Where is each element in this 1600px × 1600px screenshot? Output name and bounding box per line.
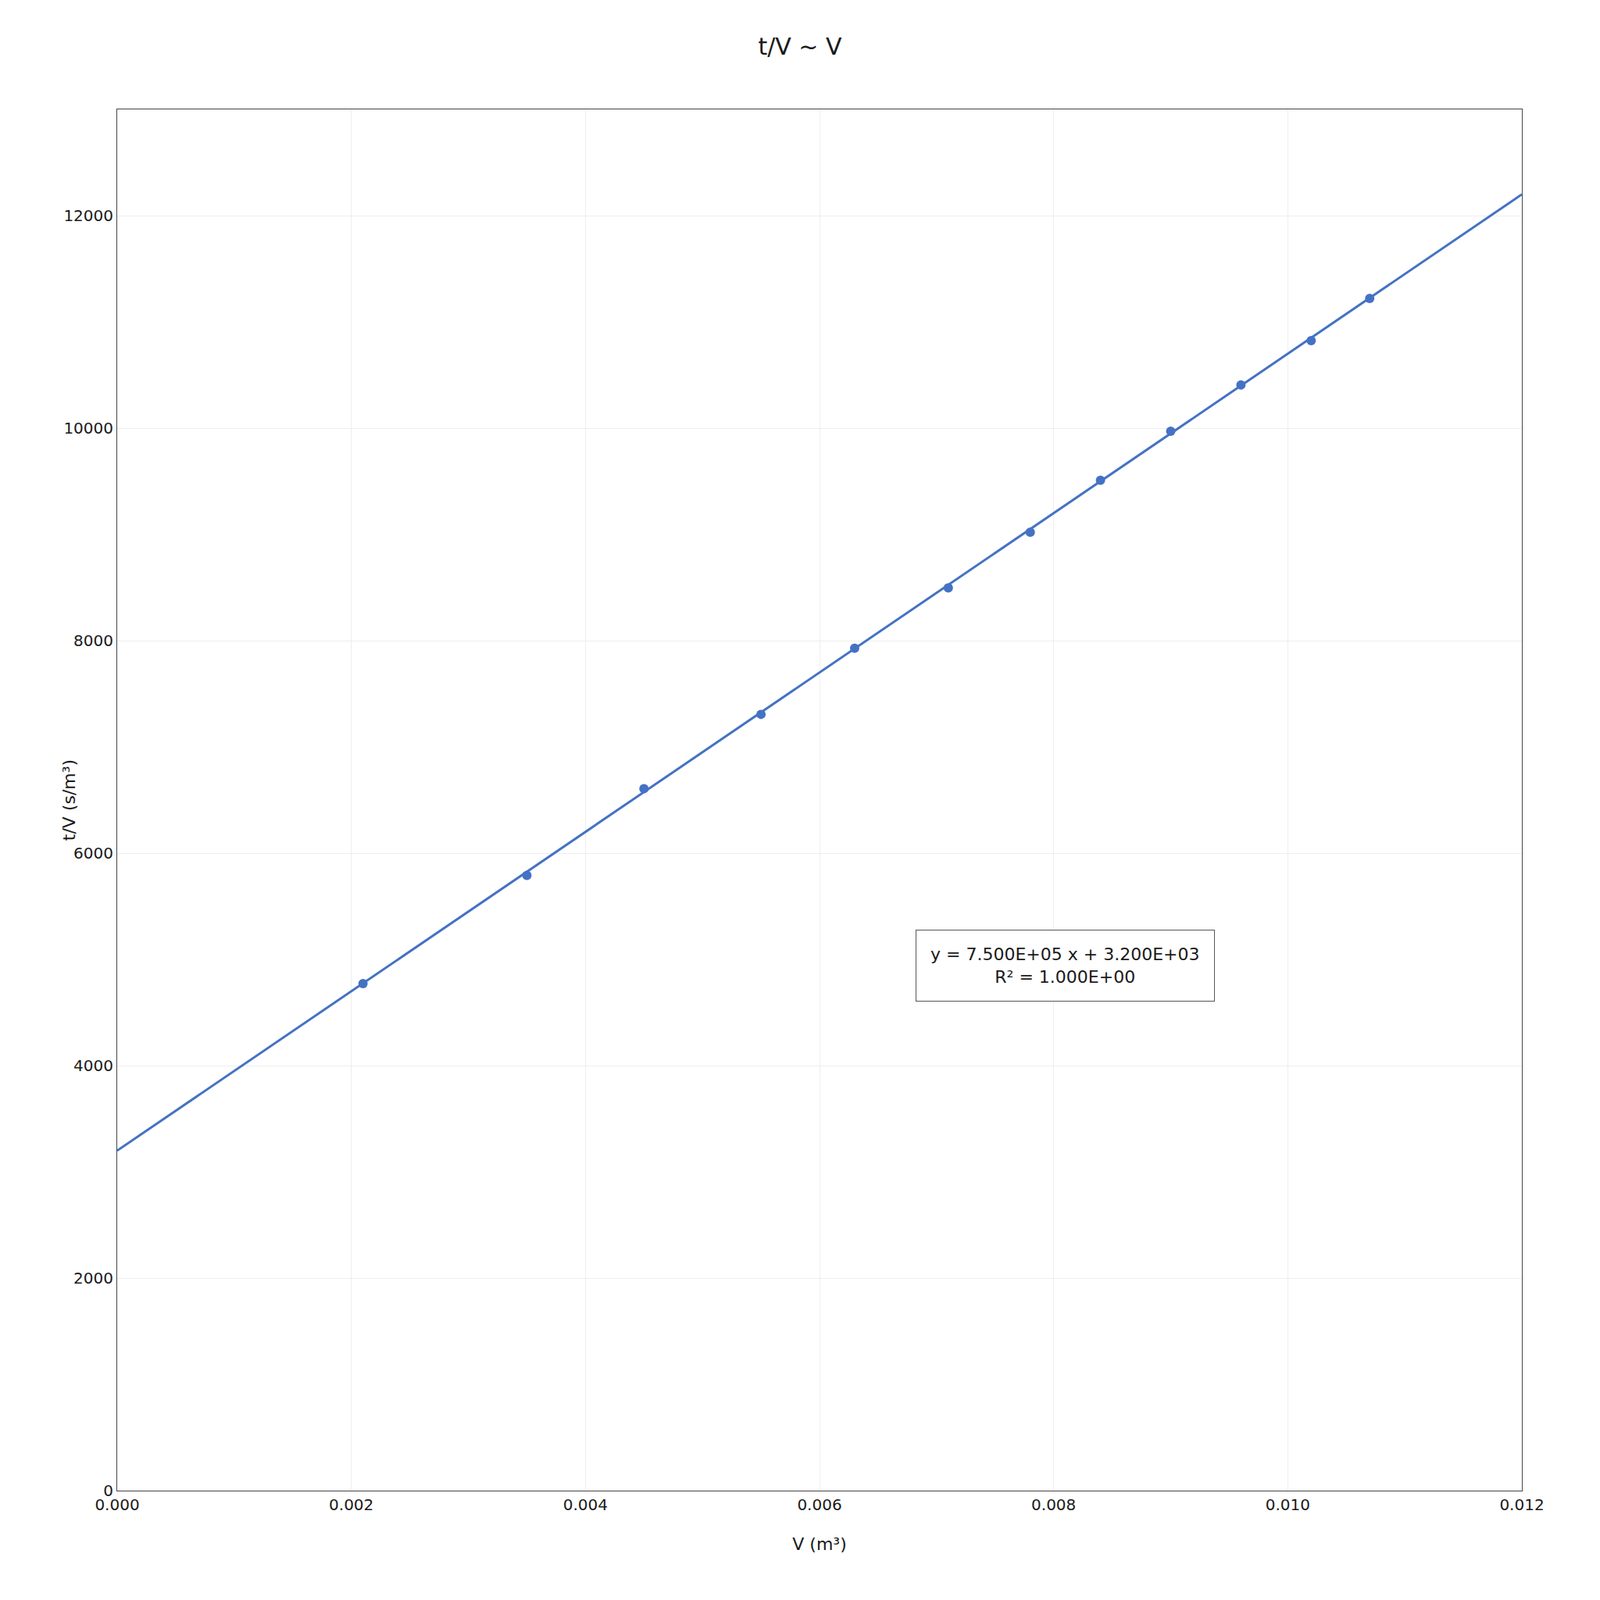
svg-text:0: 0 <box>103 1481 114 1500</box>
svg-text:0.008: 0.008 <box>1031 1495 1076 1515</box>
svg-text:t/V (s/m³): t/V (s/m³) <box>59 759 79 841</box>
svg-text:10000: 10000 <box>63 418 114 438</box>
svg-text:0.006: 0.006 <box>796 1495 842 1515</box>
svg-text:0.004: 0.004 <box>563 1495 608 1515</box>
svg-text:0.000: 0.000 <box>94 1495 140 1515</box>
svg-text:y = 7.500E+05 x + 3.200E+03R²: y = 7.500E+05 x + 3.200E+03R² = 1.000E+0… <box>930 944 1200 987</box>
svg-text:0.002: 0.002 <box>328 1495 374 1515</box>
svg-text:2000: 2000 <box>73 1268 114 1288</box>
svg-text:0.010: 0.010 <box>1265 1495 1311 1515</box>
svg-text:8000: 8000 <box>73 631 114 650</box>
svg-text:V (m³): V (m³) <box>792 1534 847 1554</box>
svg-text:4000: 4000 <box>73 1056 114 1075</box>
svg-text:12000: 12000 <box>63 206 114 225</box>
svg-text:0.012: 0.012 <box>1499 1495 1544 1515</box>
svg-text:t/V ~ V: t/V ~ V <box>757 32 843 61</box>
svg-text:6000: 6000 <box>73 843 114 863</box>
